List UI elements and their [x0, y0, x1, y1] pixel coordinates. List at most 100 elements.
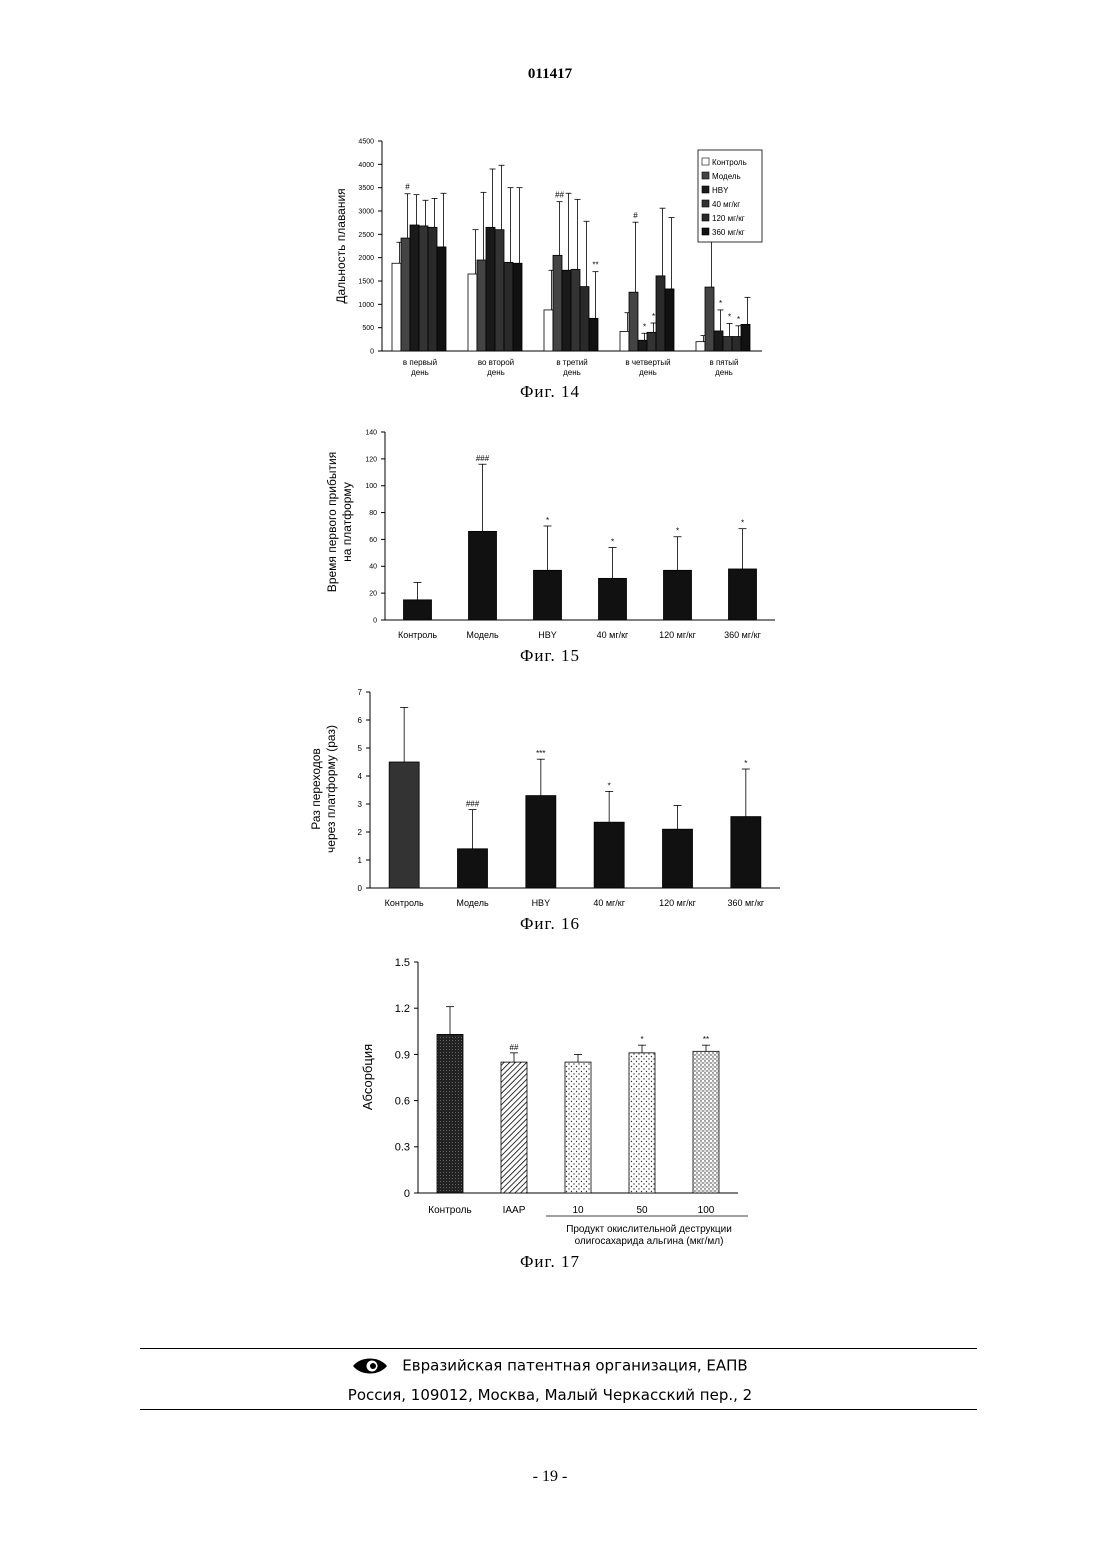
caption-fig-15: Фиг. 15: [0, 646, 1100, 666]
y-tick-label: 6: [358, 716, 363, 725]
bar-0-4: [696, 342, 705, 351]
bar-2: [565, 1062, 591, 1193]
x-tick-label: в четвертый: [625, 358, 670, 367]
y-tick-label: 2: [358, 828, 363, 837]
bar-1-1: [477, 260, 486, 351]
bar-1-3: [629, 292, 638, 351]
document-number: 011417: [0, 66, 1100, 83]
y-tick-label: 100: [365, 483, 377, 490]
x-tick-label: 40 мг/кг: [593, 898, 625, 908]
x-tick-label: 120 мг/кг: [659, 898, 696, 908]
bar-0: [389, 762, 419, 888]
y-tick-label: 0: [404, 1188, 410, 1200]
bar-5-4: [741, 324, 750, 351]
x-tick-label: 100: [698, 1205, 715, 1216]
x-tick-label: день: [715, 368, 733, 377]
significance-mark: ##: [510, 1043, 519, 1052]
x-tick-label: Модель: [456, 898, 489, 908]
significance-mark: **: [703, 1035, 709, 1044]
y-axis-label: Абсорбция: [360, 1044, 375, 1110]
y-tick-label: 0.3: [395, 1142, 410, 1154]
bar-3-3: [647, 332, 656, 351]
legend-swatch: [702, 172, 709, 179]
significance-mark: *: [652, 312, 655, 321]
bar-4: [693, 1051, 719, 1193]
bar-4-0: [428, 227, 437, 351]
y-tick-label: 1: [358, 856, 363, 865]
y-tick-label: 140: [365, 429, 377, 436]
y-axis-label: Раз переходов: [309, 748, 323, 830]
significance-mark: *: [546, 516, 549, 525]
bar-4-3: [656, 276, 665, 351]
y-tick-label: 0.9: [395, 1049, 410, 1061]
legend-entry: 40 мг/кг: [712, 200, 740, 209]
bar-3: [629, 1053, 655, 1193]
bar-4-2: [580, 287, 589, 351]
bar-4: [663, 829, 693, 888]
bar-2-0: [410, 225, 419, 351]
significance-mark: #: [633, 211, 638, 220]
bar-0-0: [392, 263, 401, 351]
eapo-eye-logo-icon: [352, 1356, 388, 1376]
legend-swatch: [702, 186, 709, 193]
bar-1-4: [705, 287, 714, 351]
x-tick-label: день: [411, 368, 429, 377]
significance-mark: ##: [555, 191, 564, 200]
legend-entry: 360 мг/кг: [712, 228, 745, 237]
significance-mark: *: [608, 781, 611, 790]
significance-mark: #: [405, 183, 410, 192]
x-tick-label: 360 мг/кг: [724, 630, 761, 640]
y-tick-label: 4500: [358, 138, 374, 145]
footer-org: Евразийская патентная организация, ЕАПВ: [402, 1357, 747, 1375]
bar-1: [469, 531, 497, 620]
x-tick-label: 40 мг/кг: [597, 630, 629, 640]
bar-4-4: [732, 337, 741, 351]
y-tick-label: 80: [369, 510, 377, 517]
y-tick-label: 3: [358, 800, 363, 809]
significance-mark: ###: [466, 800, 480, 809]
y-axis-label: через платформу (раз): [324, 725, 338, 853]
y-axis-label: Время первого прибытия: [325, 452, 339, 592]
significance-mark: *: [676, 527, 679, 536]
y-tick-label: 1.5: [395, 957, 410, 969]
legend-entry: HBY: [712, 186, 729, 195]
x-tick-label: HBY: [532, 898, 551, 908]
caption-fig-14: Фиг. 14: [0, 382, 1100, 402]
bar-5-0: [437, 247, 446, 351]
footer-address: Россия, 109012, Москва, Малый Черкасский…: [0, 1386, 1100, 1404]
significance-mark: *: [640, 1035, 643, 1044]
y-tick-label: 0: [373, 617, 377, 624]
significance-mark: *: [737, 315, 740, 324]
x-tick-label: 50: [636, 1205, 648, 1216]
bar-1: [501, 1062, 527, 1193]
y-tick-label: 5: [358, 744, 363, 753]
x-tick-label: в третий: [556, 358, 587, 367]
significance-mark: *: [719, 299, 722, 308]
legend-entry: Модель: [712, 172, 741, 181]
y-tick-label: 0: [370, 348, 374, 355]
bar-3: [594, 822, 624, 888]
x-tick-label: Модель: [466, 630, 499, 640]
y-tick-label: 1500: [358, 278, 374, 285]
x-tick-label: в первый: [403, 358, 437, 367]
bar-2-1: [486, 227, 495, 351]
bar-0-1: [468, 274, 477, 351]
y-axis-label: Дальность плавания: [334, 188, 348, 303]
bar-2-4: [714, 331, 723, 351]
caption-fig-17: Фиг. 17: [0, 1252, 1100, 1272]
footer-bottom-rule: [140, 1409, 977, 1410]
significance-mark: ***: [536, 749, 545, 758]
y-tick-label: 3000: [358, 208, 374, 215]
y-tick-label: 500: [362, 325, 374, 332]
bar-3-0: [419, 226, 428, 351]
group-label: олигосахарида альгина (мкг/мл): [575, 1236, 724, 1247]
y-tick-label: 4: [358, 772, 363, 781]
x-tick-label: во второй: [478, 358, 514, 367]
bar-1-0: [401, 238, 410, 351]
y-tick-label: 20: [369, 591, 377, 598]
caption-fig-16: Фиг. 16: [0, 914, 1100, 934]
bar-0: [404, 600, 432, 620]
bar-5-1: [513, 263, 522, 351]
y-tick-label: 7: [358, 688, 363, 697]
y-tick-label: 40: [369, 564, 377, 571]
